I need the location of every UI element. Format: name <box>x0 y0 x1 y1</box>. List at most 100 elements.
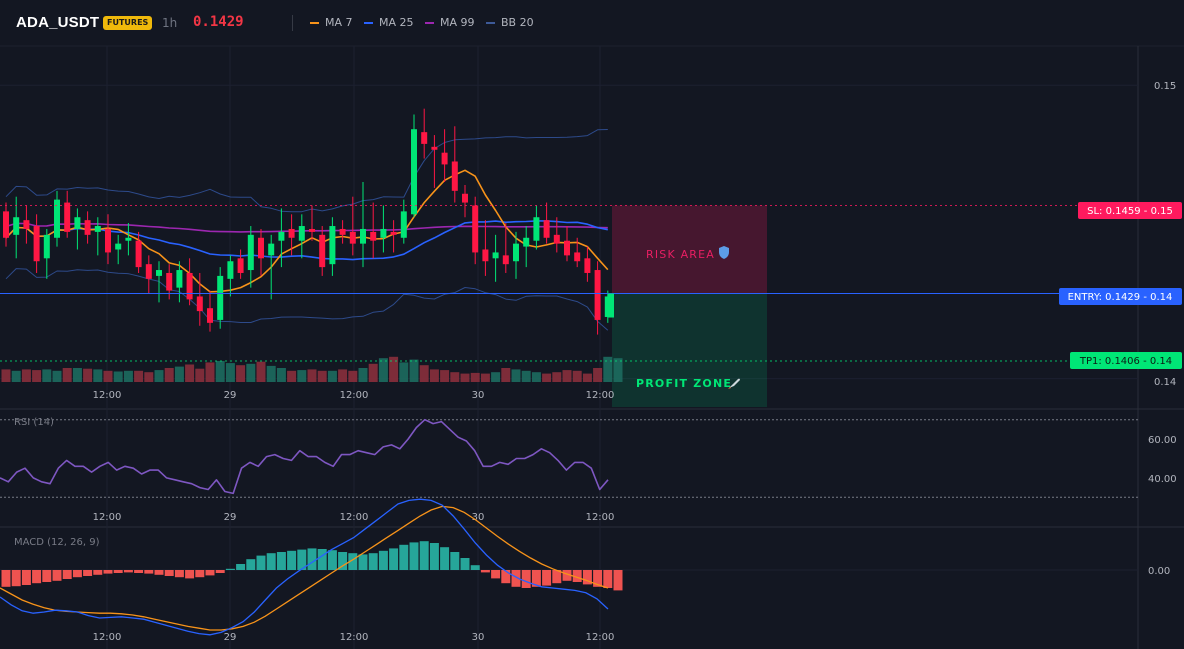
chart-header: ADA_USDT FUTURES 1h 0.1429 MA 7 MA 25 MA… <box>0 0 1184 46</box>
timeframe-label[interactable]: 1h <box>162 16 178 30</box>
candle-body-53 <box>543 220 550 238</box>
candle-body-3 <box>33 226 40 262</box>
trade-zones <box>612 205 767 407</box>
macd-hist-bar-20 <box>205 570 215 576</box>
legend-ma99[interactable]: MA 99 <box>425 16 475 29</box>
candle-19 <box>196 272 203 326</box>
candle-8 <box>84 211 91 244</box>
candle-body-21 <box>217 275 224 320</box>
legend-ma99-label: MA 99 <box>440 16 475 29</box>
rsi-indicator: 60.00 40.00 <box>0 418 1177 498</box>
entry-tag-text: ENTRY: 0.1429 - 0.14 <box>1068 292 1173 303</box>
volume-bar-29 <box>297 370 307 382</box>
volume-bar-12 <box>123 370 133 382</box>
macd-indicator: 0.00 <box>0 498 1170 636</box>
volume-bar-59 <box>603 356 613 382</box>
volume-bar-11 <box>113 371 123 382</box>
macd-hist-bar-51 <box>521 570 531 588</box>
sl-price-tag: SL: 0.1459 - 0.15 <box>1078 202 1182 219</box>
candle-35 <box>360 182 366 268</box>
grid <box>0 46 1138 649</box>
candle-28 <box>288 214 295 256</box>
macd-hist-bar-13 <box>134 570 144 573</box>
candle-56 <box>574 237 581 268</box>
candle-4 <box>43 228 50 279</box>
candle-5 <box>54 190 60 247</box>
macd-hist-bar-19 <box>195 570 205 578</box>
legend-ma25-label: MA 25 <box>379 16 414 29</box>
volume-bar-38 <box>389 356 399 382</box>
candle-24 <box>247 226 254 288</box>
bollinger-bands <box>5 129 609 331</box>
volume-bar-10 <box>103 370 113 382</box>
risk-area-label: RISK AREA <box>646 248 715 261</box>
price-tick-1: 0.14 <box>1154 377 1176 388</box>
macd-signal-line <box>0 505 609 631</box>
macd-hist-bar-54 <box>552 570 562 584</box>
macd-hist-bar-32 <box>327 550 337 570</box>
volume-bar-20 <box>205 362 215 382</box>
macd-hist-bar-31 <box>317 549 327 570</box>
volume-bar-0 <box>1 369 11 382</box>
candle-30 <box>309 205 315 241</box>
macd-hist-bar-58 <box>593 570 603 587</box>
volume-bar-34 <box>348 370 358 382</box>
macd-hist-bar-48 <box>491 570 501 579</box>
volume-bar-1 <box>11 370 21 382</box>
volume-bar-26 <box>266 365 276 382</box>
current-candle-marker <box>608 293 614 318</box>
candle-body-4 <box>43 234 50 259</box>
volume-bar-5 <box>52 370 62 382</box>
futures-badge: FUTURES <box>103 16 153 30</box>
symbol-title[interactable]: ADA_USDT <box>16 14 100 31</box>
macd-hist-bar-26 <box>266 553 276 570</box>
time-tick-1-0: 12:00 <box>93 512 122 523</box>
volume-bar-16 <box>164 368 174 382</box>
macd-hist-bar-29 <box>297 549 307 570</box>
volume-bar-35 <box>358 368 368 382</box>
bb20-swatch-icon <box>486 21 495 24</box>
tp1-price-tag: TP1: 0.1406 - 0.14 <box>1070 352 1182 369</box>
macd-hist-bar-56 <box>572 570 582 582</box>
volume-bar-49 <box>501 368 511 382</box>
candle-body-49 <box>502 255 509 265</box>
time-tick-1-1: 29 <box>224 512 237 523</box>
macd-hist-bar-49 <box>501 570 511 584</box>
candle-body-11 <box>115 243 122 250</box>
candle-3 <box>33 214 40 273</box>
macd-hist-bar-14 <box>144 570 154 574</box>
macd-hist-bar-25 <box>256 555 266 570</box>
candle-44 <box>451 126 458 203</box>
macd-hist-bar-57 <box>582 570 592 585</box>
candle-body-52 <box>533 217 540 241</box>
candle-body-57 <box>584 258 591 273</box>
legend-bb20[interactable]: BB 20 <box>486 16 534 29</box>
candle-body-28 <box>288 228 295 238</box>
shield-icon <box>719 246 729 259</box>
candle-body-41 <box>421 132 428 144</box>
candle-51 <box>523 226 530 268</box>
time-tick-2-2: 12:00 <box>340 632 369 643</box>
candle-body-16 <box>166 272 173 291</box>
legend-ma25[interactable]: MA 25 <box>364 16 414 29</box>
macd-tick-0: 0.00 <box>1148 566 1170 577</box>
volume-bar-24 <box>246 363 256 382</box>
candle-body-12 <box>125 237 132 241</box>
macd-hist-bar-24 <box>246 559 256 570</box>
candles[interactable] <box>3 108 611 335</box>
volume-bar-22 <box>225 363 235 382</box>
legend-ma7[interactable]: MA 7 <box>310 16 353 29</box>
volume-bar-55 <box>562 370 572 382</box>
candle-40 <box>411 114 417 218</box>
macd-hist-bar-36 <box>368 553 378 570</box>
macd-hist-bar-37 <box>378 550 388 570</box>
candle-body-58 <box>594 270 601 320</box>
macd-hist-bar-30 <box>307 548 317 570</box>
candle-47 <box>482 220 489 276</box>
rsi-tick-0: 60.00 <box>1148 435 1177 446</box>
candle-7 <box>74 208 81 250</box>
macd-title: MACD (12, 26, 9) <box>14 537 100 548</box>
candle-body-30 <box>309 228 315 232</box>
candle-body-51 <box>523 237 530 247</box>
